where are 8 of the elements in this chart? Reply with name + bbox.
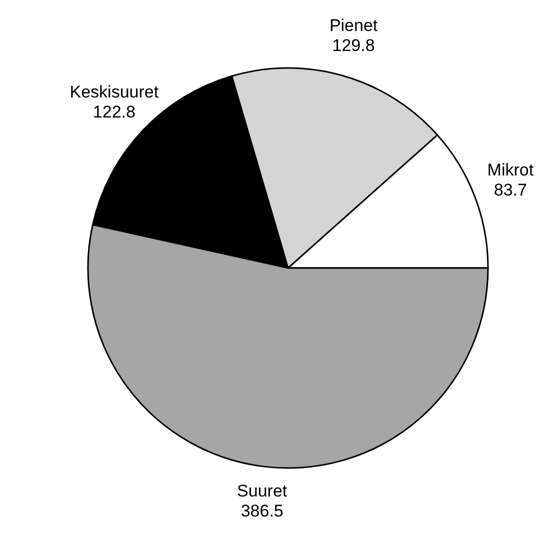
data-label: 129.8 [332,36,375,56]
data-label: 122.8 [92,102,136,122]
slice-label: Pienet [329,16,378,36]
data-label: 386.5 [240,502,284,521]
slice-label: Suuret [237,482,288,501]
slice-label: Keskisuuret [70,82,159,102]
slice-label: Mikrot [487,160,534,180]
data-label: 83.7 [494,180,527,200]
